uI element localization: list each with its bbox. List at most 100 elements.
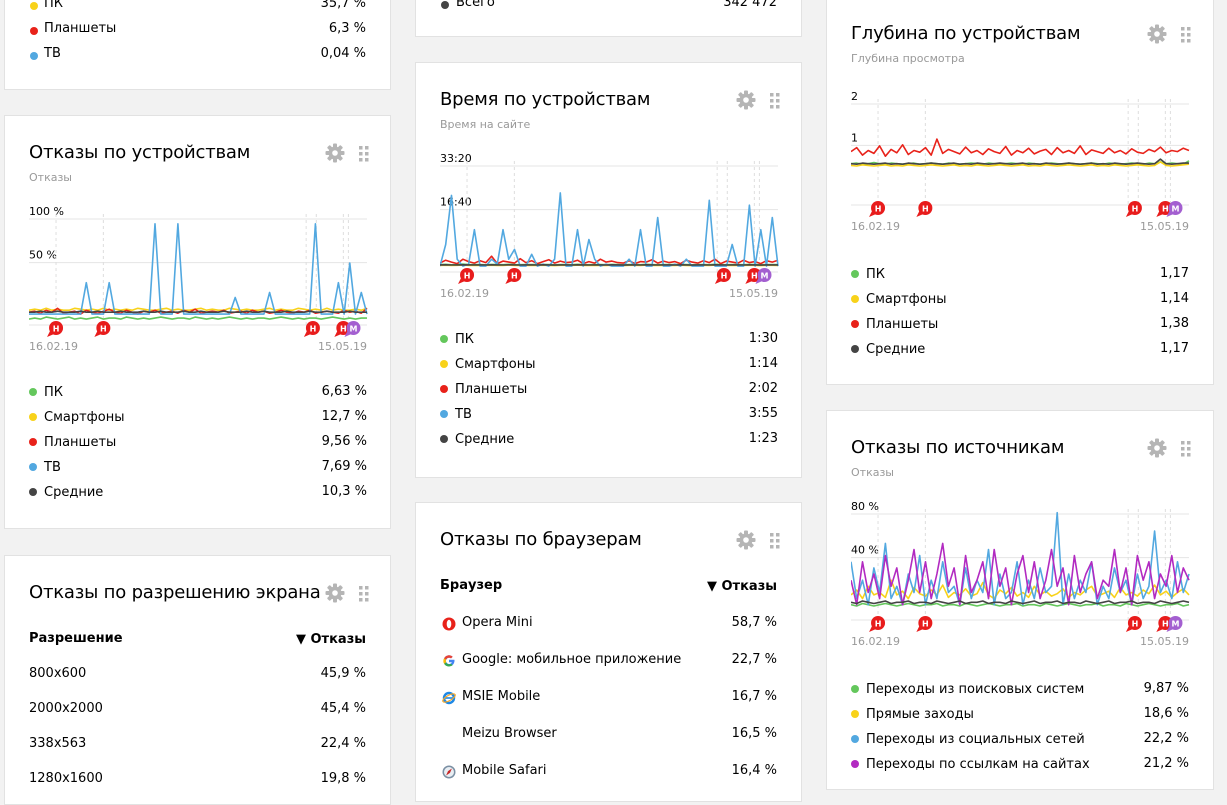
legend-item[interactable]: ПК bbox=[29, 382, 63, 402]
legend-item[interactable]: ПК bbox=[440, 329, 474, 349]
drag-handle-icon[interactable] bbox=[353, 143, 373, 163]
settings-gear-icon[interactable] bbox=[736, 530, 756, 550]
event-marker-n[interactable]: Н bbox=[505, 268, 521, 284]
y-tick-label: 2 bbox=[851, 91, 858, 103]
legend-value: 9,56 % bbox=[322, 434, 367, 449]
legend-item[interactable]: Переходы из социальных сетей bbox=[851, 729, 1085, 749]
legend-dot bbox=[30, 2, 38, 10]
legend-value: 18,6 % bbox=[1144, 706, 1189, 721]
column-header-bounces[interactable]: ▼ Отказы bbox=[707, 579, 777, 594]
svg-text:Н: Н bbox=[751, 272, 758, 281]
legend-item[interactable]: Средние bbox=[29, 482, 103, 502]
legend-item[interactable]: Средние bbox=[440, 429, 514, 449]
legend-value: 1,38 bbox=[1160, 316, 1189, 331]
event-marker-n[interactable]: Н bbox=[869, 201, 885, 217]
resolution-label: 338x563 bbox=[29, 736, 86, 751]
legend-label: ПК bbox=[866, 267, 885, 282]
legend-item[interactable]: ПК bbox=[851, 264, 885, 284]
event-marker-n[interactable]: Н bbox=[94, 321, 110, 337]
legend-item[interactable]: Смартфоны bbox=[851, 289, 947, 309]
column-header-bounces[interactable]: ▼ Отказы bbox=[296, 632, 366, 647]
drag-handle-icon[interactable] bbox=[764, 90, 784, 110]
bounce-value: 19,8 % bbox=[321, 771, 366, 786]
svg-text:Н: Н bbox=[100, 325, 107, 334]
event-marker-n[interactable]: Н bbox=[869, 616, 885, 632]
settings-gear-icon[interactable] bbox=[325, 583, 345, 603]
top-mid-card: Всего 342 472 bbox=[415, 0, 802, 37]
opera-icon bbox=[442, 616, 456, 630]
browser-label: Google: мобильное приложение bbox=[462, 652, 681, 667]
depth-devices-card: Глубина по устройствам Глубина просмотра… bbox=[826, 0, 1214, 385]
event-marker-n[interactable]: Н bbox=[458, 268, 474, 284]
legend-dot bbox=[440, 410, 448, 418]
x-start-label: 16.02.19 bbox=[440, 287, 489, 300]
column-header-browser[interactable]: Браузер bbox=[440, 578, 502, 593]
settings-gear-icon[interactable] bbox=[1147, 438, 1167, 458]
legend-item[interactable]: ТВ bbox=[440, 404, 472, 424]
svg-text:Н: Н bbox=[875, 620, 882, 629]
legend-value: 0,04 % bbox=[321, 46, 366, 61]
card-title: Время по устройствам bbox=[440, 89, 650, 110]
legend-item[interactable]: Средние bbox=[851, 339, 925, 359]
legend-value: 1:14 bbox=[749, 356, 778, 371]
legend-item[interactable]: Прямые заходы bbox=[851, 704, 974, 724]
legend-dot bbox=[30, 27, 38, 35]
svg-text:Н: Н bbox=[1132, 620, 1139, 629]
legend-item[interactable]: Планшеты bbox=[440, 379, 527, 399]
legend-label: Планшеты bbox=[44, 21, 116, 36]
settings-gear-icon[interactable] bbox=[736, 90, 756, 110]
card-title: Глубина по устройствам bbox=[851, 23, 1080, 44]
legend-label: Средние bbox=[455, 432, 514, 447]
settings-gear-icon[interactable] bbox=[325, 143, 345, 163]
event-marker-n[interactable]: Н bbox=[47, 321, 63, 337]
event-marker-n[interactable]: Н bbox=[916, 201, 932, 217]
legend-label: ПК bbox=[44, 385, 63, 400]
event-marker-n[interactable]: Н bbox=[916, 616, 932, 632]
legend-value: 3:55 bbox=[749, 406, 778, 421]
x-start-label: 16.02.19 bbox=[851, 635, 900, 648]
x-end-label: 15.05.19 bbox=[1140, 635, 1189, 648]
svg-text:Н: Н bbox=[922, 205, 929, 214]
legend-label: Средние bbox=[866, 342, 925, 357]
legend-dot bbox=[29, 438, 37, 446]
svg-text:М: М bbox=[1171, 620, 1179, 629]
x-end-label: 15.05.19 bbox=[318, 340, 367, 353]
legend-item[interactable]: Планшеты bbox=[851, 314, 938, 334]
legend-label: Средние bbox=[44, 485, 103, 500]
drag-handle-icon[interactable] bbox=[1175, 438, 1195, 458]
legend-item[interactable]: Смартфоны bbox=[440, 354, 536, 374]
total-label: Всего bbox=[456, 0, 495, 10]
legend-item[interactable]: ТВ bbox=[29, 457, 61, 477]
column-header-resolution[interactable]: Разрешение bbox=[29, 631, 123, 646]
card-subtitle: Отказы bbox=[851, 466, 894, 479]
settings-gear-icon[interactable] bbox=[1147, 24, 1167, 44]
legend-item[interactable]: Переходы из поисковых систем bbox=[851, 679, 1084, 699]
legend-item[interactable]: Смартфоны bbox=[29, 407, 125, 427]
legend-label: ПК bbox=[455, 332, 474, 347]
table-row[interactable]: 1280x1600 19,8 % bbox=[5, 771, 390, 795]
legend-item[interactable]: Переходы по ссылкам на сайтах bbox=[851, 754, 1090, 774]
drag-handle-icon[interactable] bbox=[1175, 24, 1195, 44]
legend-value: 1,17 bbox=[1160, 341, 1189, 356]
legend-dot bbox=[30, 52, 38, 60]
bounce-resolution-card: Отказы по разрешению экрана Разрешение ▼… bbox=[4, 555, 391, 805]
legend-label: Планшеты bbox=[455, 382, 527, 397]
drag-handle-icon[interactable] bbox=[353, 583, 373, 603]
legend-item[interactable]: Планшеты bbox=[29, 432, 116, 452]
drag-handle-icon[interactable] bbox=[764, 530, 784, 550]
series-line bbox=[29, 308, 367, 310]
resolution-label: 1280x1600 bbox=[29, 771, 103, 786]
